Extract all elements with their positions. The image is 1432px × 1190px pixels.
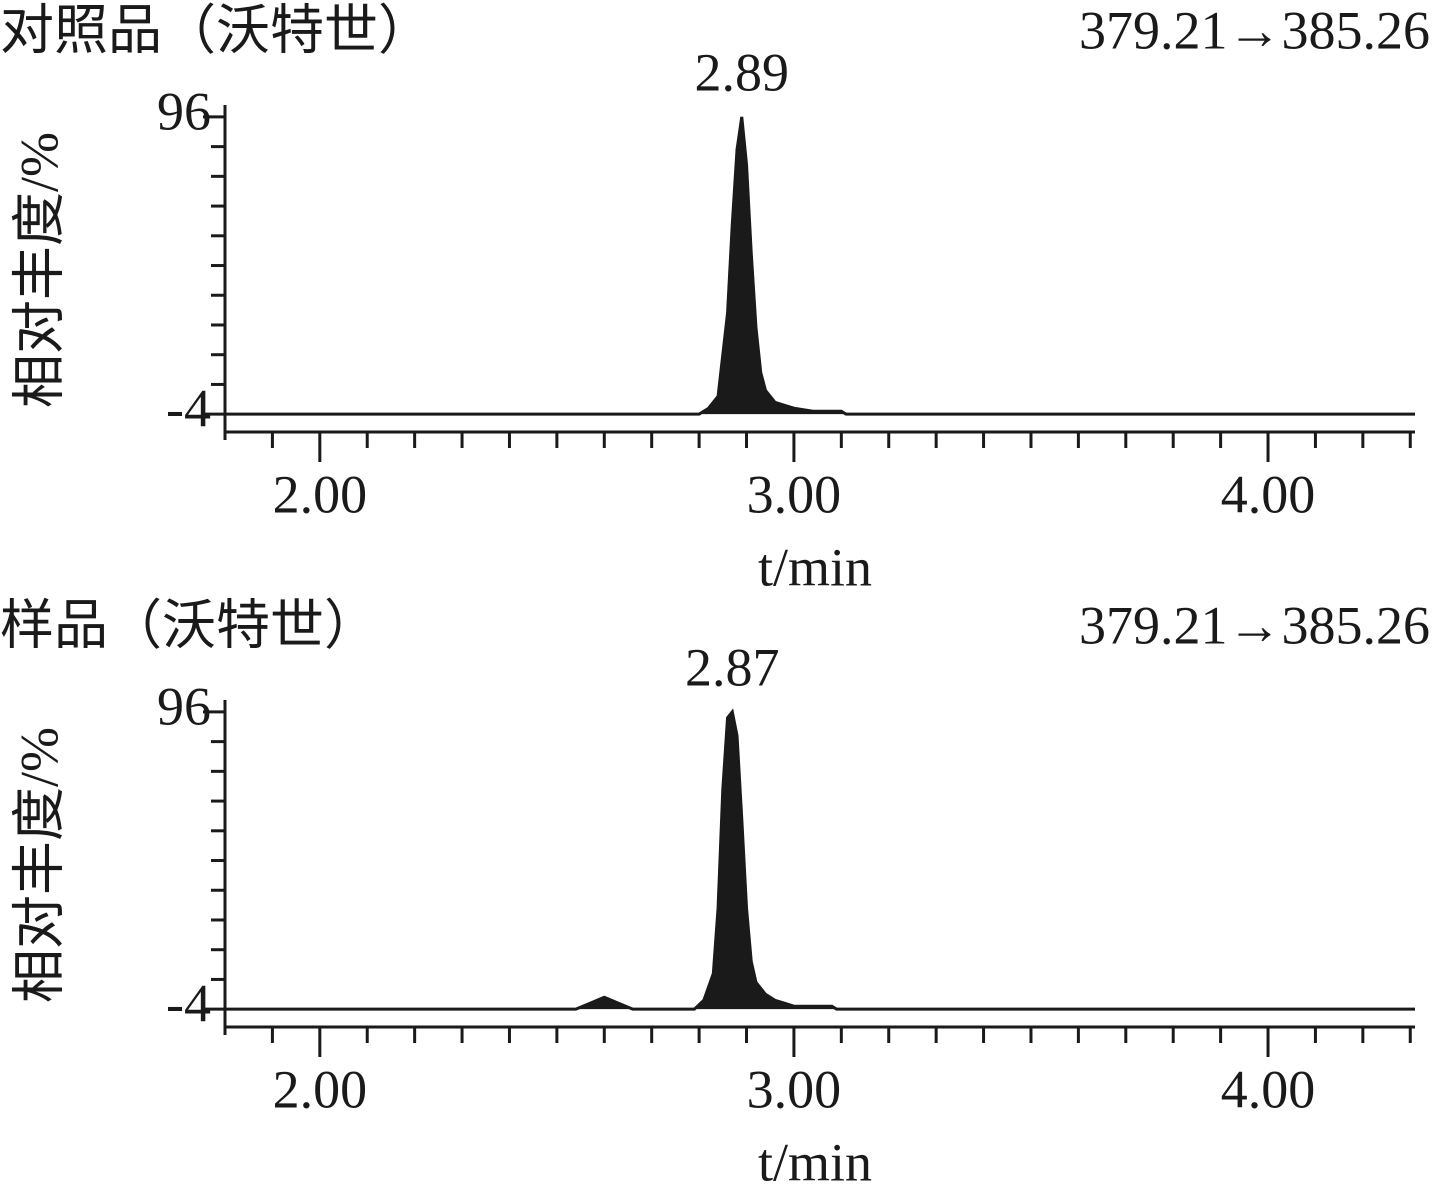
- x-tick-label: 2.00: [273, 464, 368, 524]
- peak-area: [225, 711, 1415, 1010]
- x-tick-label: 3.00: [747, 1059, 842, 1119]
- y-axis-label: 相对丰度/%: [9, 727, 69, 1003]
- peak-area: [225, 116, 1415, 415]
- chart-title: 对照品（沃特世）: [0, 0, 432, 60]
- x-tick-label: 3.00: [747, 464, 842, 524]
- y-tick-label: -4: [166, 379, 211, 439]
- chart-title: 样品（沃特世）: [0, 595, 378, 655]
- peak-label: 2.87: [685, 637, 780, 697]
- y-tick-label: -4: [166, 974, 211, 1034]
- y-axis-label: 相对丰度/%: [9, 132, 69, 408]
- y-tick-label: 96: [157, 676, 211, 736]
- peak-label: 2.89: [695, 42, 790, 102]
- x-tick-label: 2.00: [273, 1059, 368, 1119]
- x-axis-label: t/min: [758, 1132, 872, 1190]
- annotation: 379.21→385.26: [1079, 595, 1430, 655]
- chart: 样品（沃特世） 379.21→385.26 相对丰度/% t/min -4 96 2.00 3…: [0, 595, 1430, 1190]
- y-tick-label: 96: [157, 81, 211, 141]
- chart: 对照品（沃特世） 379.21→385.26 相对丰度/% t/min -4 96 2.00…: [0, 0, 1430, 595]
- trace-line: [225, 116, 1415, 416]
- annotation: 379.21→385.26: [1079, 0, 1430, 60]
- trace-line: [225, 708, 1415, 1011]
- x-tick-label: 4.00: [1221, 1059, 1316, 1119]
- x-tick-label: 4.00: [1221, 464, 1316, 524]
- x-axis-label: t/min: [758, 537, 872, 595]
